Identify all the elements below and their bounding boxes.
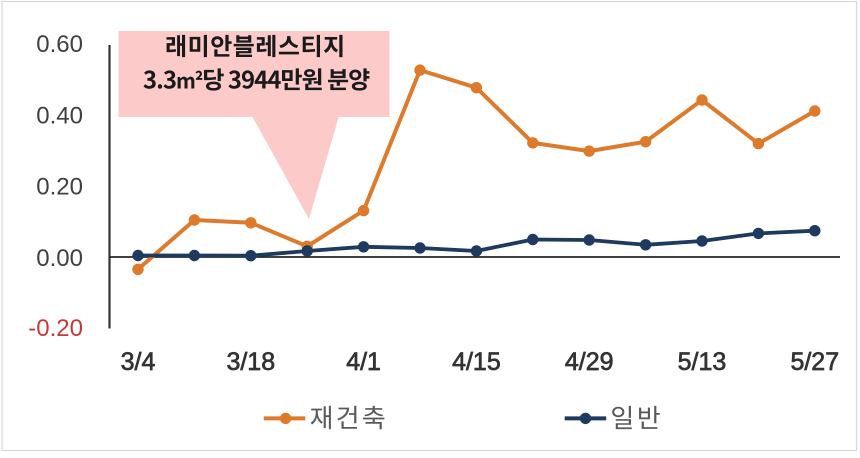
svg-text:5/13: 5/13 xyxy=(678,348,727,376)
svg-text:-0.20: -0.20 xyxy=(28,315,83,342)
svg-text:3/4: 3/4 xyxy=(121,348,156,376)
svg-text:4/15: 4/15 xyxy=(452,348,501,376)
svg-text:0.20: 0.20 xyxy=(36,174,83,201)
svg-text:4/1: 4/1 xyxy=(346,348,381,376)
svg-text:3/18: 3/18 xyxy=(226,348,275,376)
svg-text:0.40: 0.40 xyxy=(36,102,83,129)
svg-text:0.60: 0.60 xyxy=(36,31,83,58)
svg-text:4/29: 4/29 xyxy=(565,348,614,376)
svg-text:0.00: 0.00 xyxy=(36,245,83,272)
svg-text:5/27: 5/27 xyxy=(790,348,839,376)
